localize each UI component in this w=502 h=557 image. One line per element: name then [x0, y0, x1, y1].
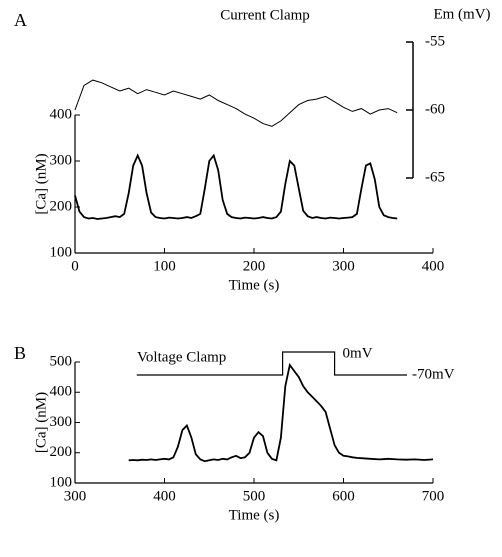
- y2-tick-label: -65: [425, 169, 445, 185]
- y-tick-label: 400: [50, 384, 73, 400]
- x-tick-label: 200: [243, 258, 266, 274]
- command-label: 0mV: [343, 345, 373, 361]
- x-tick-label: 400: [422, 258, 445, 274]
- x-tick-label: 400: [153, 488, 176, 504]
- y-tick-label: 100: [50, 244, 73, 260]
- data-line: [74, 153, 398, 220]
- y-tick-label: 200: [50, 198, 73, 214]
- command-trace: [136, 351, 407, 376]
- x-axis-label: Time (s): [229, 507, 280, 523]
- y-tick-label: 200: [50, 444, 73, 460]
- y2-tick-label: -55: [425, 33, 445, 49]
- panel-label: B: [14, 343, 26, 363]
- x-tick-label: 300: [332, 258, 355, 274]
- y2-axis-label: Em (mV): [433, 6, 490, 22]
- x-axis-label: Time (s): [229, 277, 280, 293]
- y-tick-label: 300: [50, 152, 73, 168]
- x-tick-label: 0: [71, 258, 79, 274]
- y-axis-label: [Ca] (nM): [33, 392, 49, 453]
- x-tick-label: 100: [153, 258, 176, 274]
- data-line: [128, 362, 434, 463]
- command-label: -70mV: [412, 366, 455, 382]
- x-tick-label: 300: [64, 488, 87, 504]
- chart-title: Current Clamp: [220, 7, 310, 23]
- x-tick-label: 500: [243, 488, 266, 504]
- y-axis-label: [Ca] (nM): [33, 153, 49, 214]
- y-tick-label: 500: [50, 353, 73, 369]
- y2-tick-label: -60: [425, 101, 445, 117]
- y-tick-label: 100: [50, 474, 73, 490]
- y-tick-label: 300: [50, 414, 73, 430]
- chart-title: Voltage Clamp: [137, 349, 226, 365]
- x-tick-label: 700: [422, 488, 445, 504]
- panel-label: A: [14, 10, 27, 30]
- y-tick-label: 400: [50, 106, 73, 122]
- x-tick-label: 600: [332, 488, 355, 504]
- data-line: [74, 79, 398, 127]
